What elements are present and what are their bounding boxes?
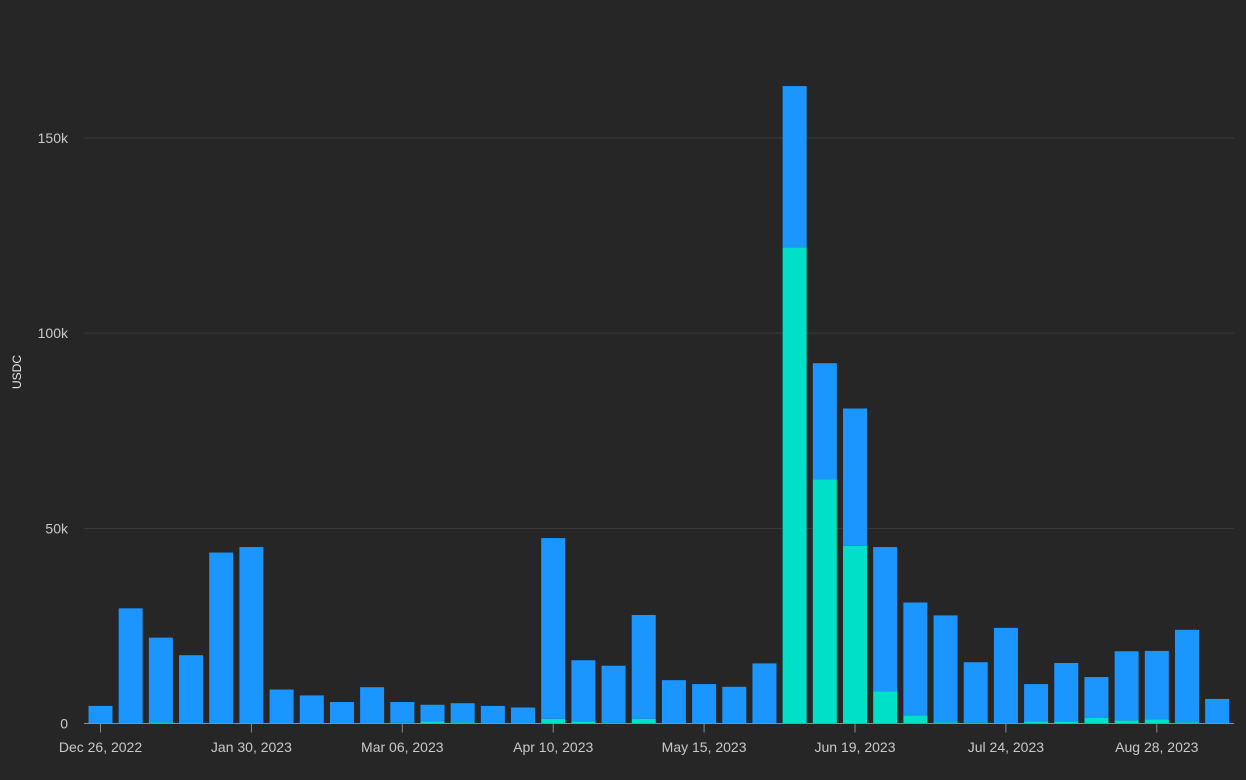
bar-segment-teal[interactable]: [813, 480, 837, 724]
bar-segment-blue[interactable]: [300, 695, 324, 723]
bar-segment-blue[interactable]: [390, 702, 414, 723]
bar-segment-blue[interactable]: [602, 666, 626, 723]
x-tick-label: Jul 24, 2023: [968, 739, 1044, 755]
bar-segment-blue[interactable]: [1175, 630, 1199, 723]
y-tick-label: 50k: [45, 520, 69, 536]
bar-segment-blue[interactable]: [571, 660, 595, 721]
bar-segment-teal[interactable]: [783, 247, 807, 723]
bar-segment-blue[interactable]: [964, 662, 988, 723]
x-tick-label: Aug 28, 2023: [1115, 739, 1199, 755]
bar-segment-teal[interactable]: [843, 546, 867, 724]
bar-segment-blue[interactable]: [1145, 651, 1169, 719]
bar-segment-blue[interactable]: [692, 684, 716, 723]
y-axis-ticks: 0 50k 100k 150k: [38, 130, 69, 732]
bar-segment-blue[interactable]: [752, 663, 776, 723]
bar-segment-blue[interactable]: [662, 680, 686, 723]
bar-segment-blue[interactable]: [209, 553, 233, 724]
bar-segment-blue[interactable]: [179, 655, 203, 723]
x-tick-label: Jun 19, 2023: [815, 739, 896, 755]
bar-segment-teal[interactable]: [1145, 719, 1169, 723]
bar-segment-teal[interactable]: [1084, 718, 1108, 724]
bar-segment-blue[interactable]: [873, 547, 897, 691]
y-tick-label: 100k: [38, 325, 69, 341]
y-axis-label: USDC: [10, 355, 24, 389]
x-tick-label: Mar 06, 2023: [361, 739, 444, 755]
bar-segment-blue[interactable]: [239, 547, 263, 723]
bar-segment-blue[interactable]: [149, 638, 173, 723]
bar-segment-blue[interactable]: [119, 608, 143, 723]
x-tick-label: Apr 10, 2023: [513, 739, 593, 755]
bar-segment-blue[interactable]: [511, 708, 535, 724]
bar-segment-blue[interactable]: [1084, 677, 1108, 718]
y-tick-label: 150k: [38, 130, 69, 146]
x-tick-label: May 15, 2023: [662, 739, 747, 755]
bars: [89, 86, 1230, 723]
bar-segment-blue[interactable]: [994, 628, 1018, 724]
x-tick-label: Dec 26, 2022: [59, 739, 142, 755]
bar-segment-blue[interactable]: [481, 706, 505, 724]
bar-segment-blue[interactable]: [934, 615, 958, 722]
bar-segment-teal[interactable]: [632, 719, 656, 724]
x-axis-ticks: Dec 26, 2022 Jan 30, 2023 Mar 06, 2023 Apr …: [59, 724, 1199, 756]
bar-segment-blue[interactable]: [722, 687, 746, 723]
bar-segment-blue[interactable]: [270, 690, 294, 724]
grid-lines: [84, 138, 1234, 528]
bar-segment-blue[interactable]: [420, 705, 444, 722]
bar-segment-blue[interactable]: [1115, 651, 1139, 720]
bar-segment-teal[interactable]: [873, 691, 897, 723]
bar-segment-teal[interactable]: [541, 719, 565, 724]
bar-segment-teal[interactable]: [903, 715, 927, 723]
bar-segment-blue[interactable]: [89, 706, 113, 724]
bar-segment-blue[interactable]: [783, 86, 807, 247]
bar-segment-blue[interactable]: [843, 409, 867, 546]
bar-segment-blue[interactable]: [903, 603, 927, 716]
bar-segment-blue[interactable]: [1024, 684, 1048, 721]
bar-segment-blue[interactable]: [330, 702, 354, 723]
x-tick-label: Jan 30, 2023: [211, 739, 292, 755]
bar-segment-blue[interactable]: [632, 615, 656, 719]
bar-segment-blue[interactable]: [1205, 699, 1229, 724]
y-tick-label: 0: [60, 716, 68, 732]
bar-segment-blue[interactable]: [541, 538, 565, 719]
bar-segment-blue[interactable]: [360, 687, 384, 723]
bar-segment-blue[interactable]: [1054, 663, 1078, 722]
bar-segment-blue[interactable]: [451, 703, 475, 722]
bar-segment-blue[interactable]: [813, 363, 837, 479]
